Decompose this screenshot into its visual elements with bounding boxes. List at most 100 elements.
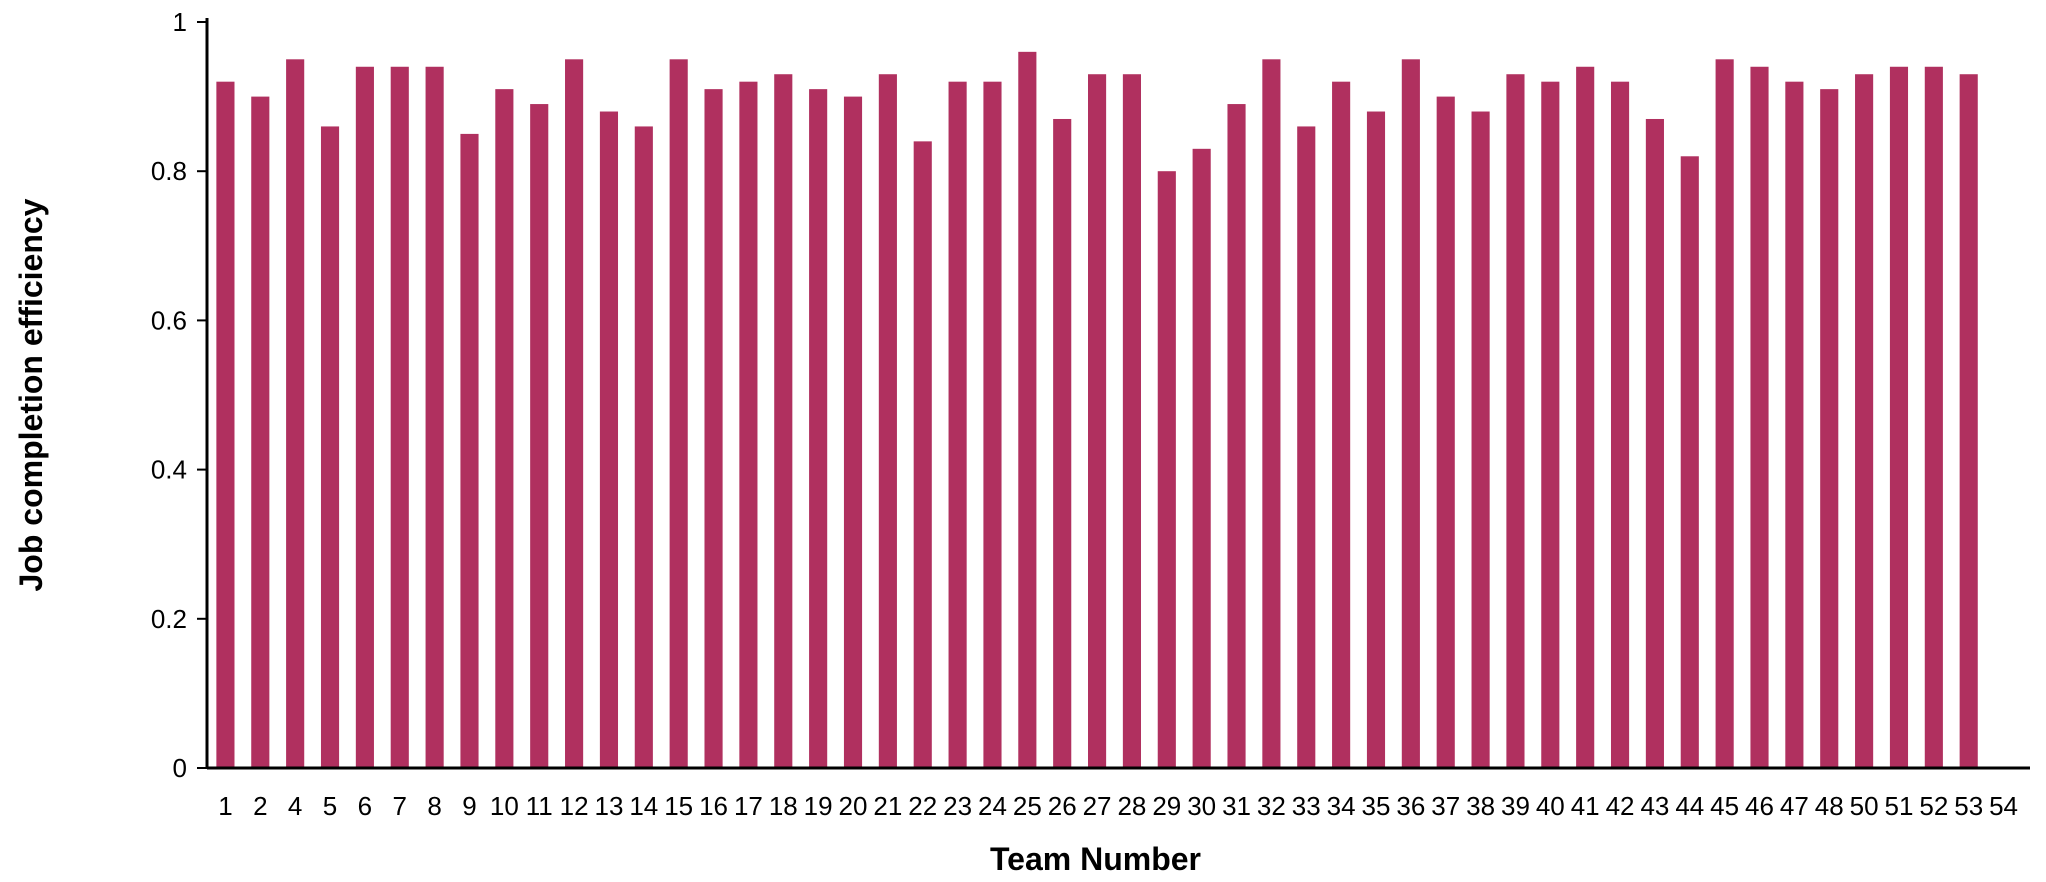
x-tick-label: 21 [873, 791, 902, 821]
bar-team-14 [634, 126, 653, 768]
bar-team-51 [1889, 66, 1909, 768]
bar-team-36 [1401, 59, 1420, 769]
bar-team-9 [460, 133, 479, 768]
x-tick-label: 11 [526, 791, 553, 821]
bar-team-46 [1750, 66, 1769, 768]
bar-team-52 [1924, 66, 1943, 768]
bar-team-8 [425, 66, 444, 768]
x-tick-label: 34 [1327, 791, 1356, 821]
y-tick-label: 0.6 [151, 305, 187, 335]
x-tick-label: 44 [1675, 791, 1704, 821]
bar-team-17 [739, 81, 758, 769]
x-tick-label: 32 [1257, 791, 1286, 821]
x-tick-label: 13 [594, 791, 623, 821]
bar-team-31 [1227, 104, 1246, 768]
bar-team-34 [1332, 81, 1351, 769]
bars-group [216, 51, 1978, 769]
bar-team-38 [1471, 111, 1490, 768]
bar-team-53 [1959, 74, 1978, 769]
bar-team-42 [1610, 81, 1630, 769]
x-tick-label: 30 [1187, 791, 1216, 821]
x-tick-label: 46 [1745, 791, 1774, 821]
x-tick-label: 51 [1885, 791, 1914, 821]
bar-team-37 [1436, 96, 1455, 769]
x-tick-label: 6 [358, 791, 372, 821]
x-tick-label: 26 [1048, 791, 1077, 821]
x-axis-ticks: 1 2 4 5 6 7 8 9 10 11 12 13 14 15 16 17 18 19 20 21 22 23 24 25… [218, 791, 2018, 821]
bar-team-21 [878, 74, 897, 769]
x-tick-label: 35 [1362, 791, 1391, 821]
x-tick-label: 48 [1815, 791, 1844, 821]
bar-team-33 [1297, 126, 1316, 768]
bar-team-35 [1366, 111, 1386, 768]
x-tick-label: 37 [1431, 791, 1460, 821]
x-tick-label: 18 [769, 791, 798, 821]
x-tick-label: 1 [218, 791, 232, 821]
bar-team-32 [1262, 59, 1281, 769]
bar-team-13 [599, 111, 619, 768]
x-tick-label: 38 [1466, 791, 1495, 821]
bar-team-43 [1645, 118, 1664, 769]
x-tick-label: 28 [1117, 791, 1146, 821]
x-tick-label: 25 [1013, 791, 1042, 821]
bar-team-39 [1506, 74, 1525, 769]
x-tick-label: 36 [1396, 791, 1425, 821]
x-tick-label: 5 [323, 791, 337, 821]
x-tick-label: 45 [1710, 791, 1739, 821]
y-axis-title: Job completion efficiency [13, 198, 49, 591]
bar-team-41 [1576, 66, 1595, 768]
bar-team-29 [1157, 171, 1176, 768]
x-tick-label: 24 [978, 791, 1007, 821]
x-tick-label: 43 [1640, 791, 1669, 821]
bar-team-16 [704, 89, 723, 768]
bar-team-20 [843, 96, 863, 769]
x-tick-label: 50 [1850, 791, 1879, 821]
bar-team-30 [1192, 148, 1211, 768]
bar-team-50 [1855, 74, 1874, 769]
bar-team-27 [1088, 74, 1107, 769]
x-tick-label: 9 [462, 791, 476, 821]
x-tick-label: 16 [699, 791, 728, 821]
bar-team-28 [1122, 74, 1141, 769]
x-tick-label: 2 [253, 791, 267, 821]
bar-team-40 [1541, 81, 1560, 769]
x-tick-label: 7 [393, 791, 407, 821]
bar-team-10 [495, 89, 514, 768]
bar-team-6 [355, 66, 374, 768]
x-tick-label: 17 [734, 791, 763, 821]
x-tick-label: 41 [1571, 791, 1600, 821]
y-tick-label: 0.2 [151, 604, 187, 634]
bar-team-11 [530, 104, 549, 768]
x-tick-label: 40 [1536, 791, 1565, 821]
x-tick-label: 33 [1292, 791, 1321, 821]
x-tick-label: 14 [629, 791, 658, 821]
y-tick-label: 0 [173, 753, 187, 783]
x-tick-label: 39 [1501, 791, 1530, 821]
x-axis-title: Team Number [990, 841, 1201, 877]
x-tick-label: 31 [1222, 791, 1251, 821]
x-tick-label: 42 [1606, 791, 1635, 821]
x-tick-label: 47 [1780, 791, 1809, 821]
x-tick-label: 20 [839, 791, 868, 821]
bar-team-7 [390, 66, 409, 768]
y-axis-ticks: 0 0.2 0.4 0.6 0.8 1 [151, 7, 207, 783]
bar-team-48 [1820, 89, 1839, 768]
bar-team-47 [1785, 81, 1804, 769]
bar-team-12 [565, 59, 584, 769]
bar-team-1 [216, 81, 235, 769]
bar-team-18 [774, 74, 793, 769]
bar-team-24 [983, 81, 1002, 769]
x-tick-label: 29 [1152, 791, 1181, 821]
bar-team-26 [1053, 118, 1072, 769]
bar-team-19 [809, 89, 828, 768]
x-tick-label: 52 [1919, 791, 1948, 821]
bar-team-2 [251, 96, 270, 769]
bar-team-15 [669, 59, 688, 769]
x-tick-label: 8 [427, 791, 441, 821]
x-tick-label: 12 [560, 791, 589, 821]
x-tick-label: 4 [288, 791, 302, 821]
x-tick-label: 53 [1954, 791, 1983, 821]
bar-team-23 [948, 81, 967, 769]
